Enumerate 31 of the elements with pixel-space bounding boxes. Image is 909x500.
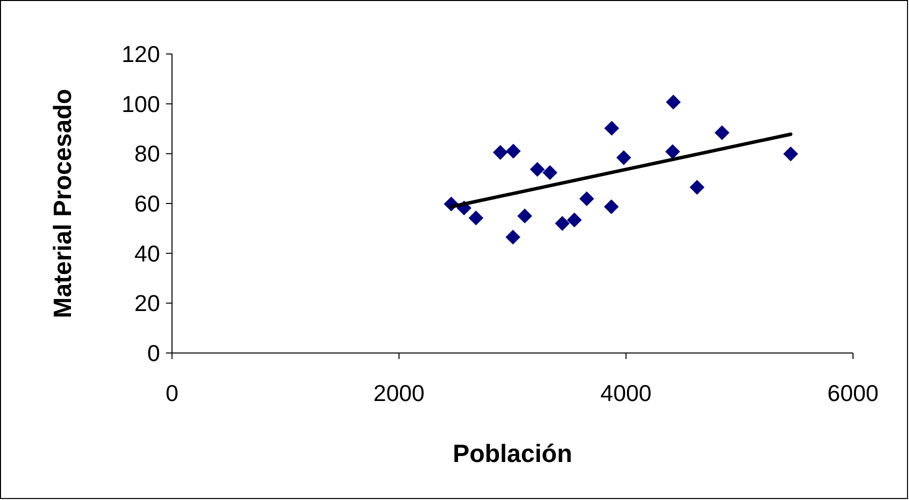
point xyxy=(616,150,632,166)
y-tick-label: 120 xyxy=(122,41,160,68)
point xyxy=(714,125,730,140)
point xyxy=(506,230,520,245)
x-axis-title: Población xyxy=(452,440,572,468)
x-tick-label: 2000 xyxy=(373,380,425,406)
y-tick-label: 40 xyxy=(134,240,160,266)
point xyxy=(604,120,620,136)
x-tick-label: 6000 xyxy=(827,380,879,406)
point xyxy=(530,162,545,177)
point xyxy=(783,146,798,162)
x-tick-label: 4000 xyxy=(600,380,652,406)
point xyxy=(604,199,619,214)
point xyxy=(492,145,508,160)
y-tick-label: 80 xyxy=(134,140,160,167)
point xyxy=(554,216,570,231)
point xyxy=(690,180,704,195)
point xyxy=(566,212,582,228)
point xyxy=(517,208,532,224)
point xyxy=(579,191,594,206)
point xyxy=(666,94,681,110)
y-tick-label: 0 xyxy=(147,340,160,366)
point xyxy=(506,144,521,159)
x-tick-label: 0 xyxy=(166,380,178,406)
y-axis-title: Material Procesado xyxy=(49,88,77,318)
y-tick-label: 20 xyxy=(134,290,160,316)
point xyxy=(665,144,680,160)
point xyxy=(468,210,484,226)
y-tick-label: 60 xyxy=(134,190,160,217)
y-tick-label: 100 xyxy=(122,90,160,117)
point xyxy=(542,165,558,180)
